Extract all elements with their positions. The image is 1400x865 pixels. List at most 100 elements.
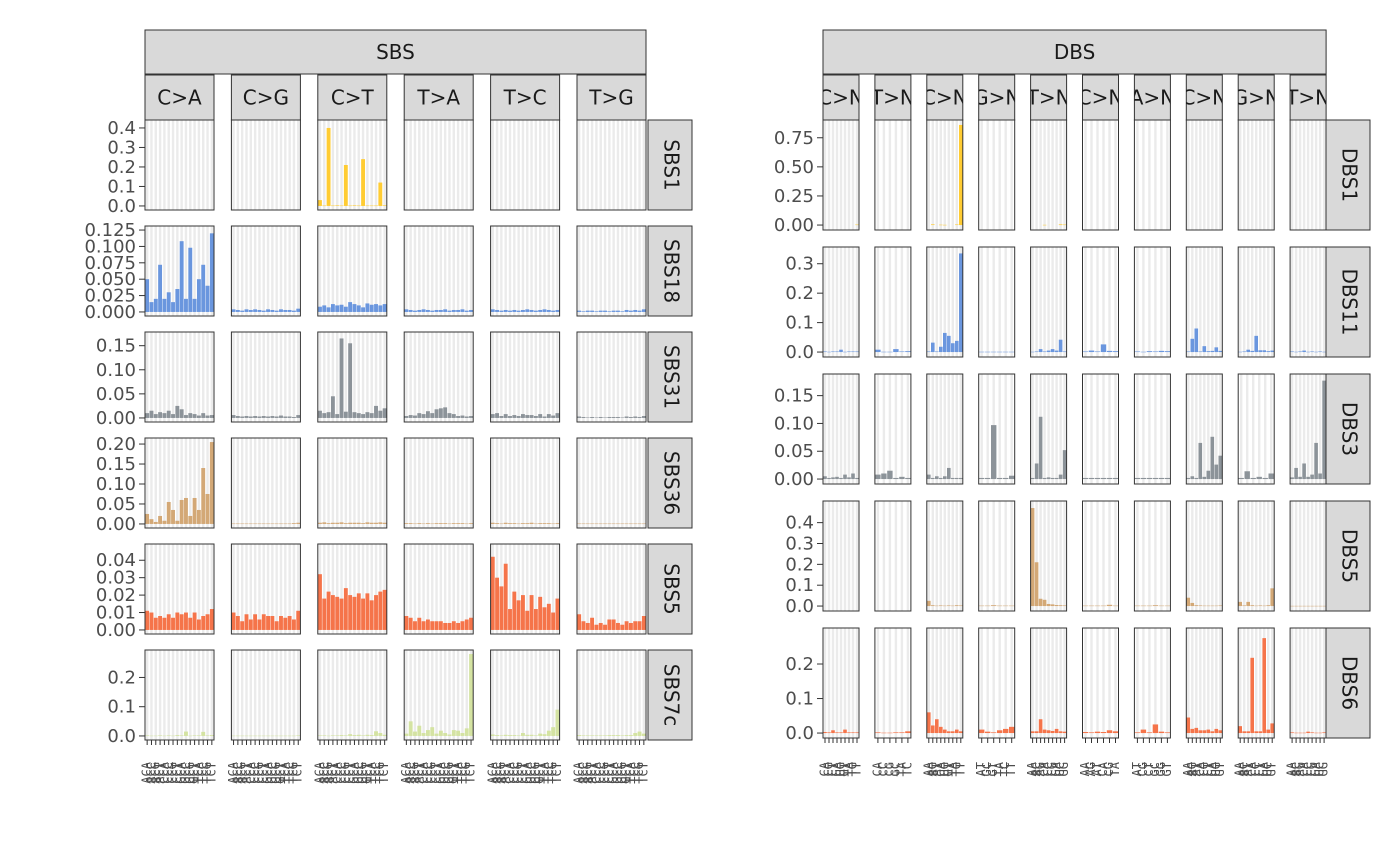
bar	[1164, 477, 1171, 480]
bar	[456, 730, 461, 736]
bar	[361, 307, 366, 312]
bar	[1100, 605, 1107, 607]
bar	[943, 605, 947, 607]
bar	[577, 416, 582, 418]
facet-panel	[874, 373, 912, 485]
bar	[330, 396, 335, 418]
bar	[330, 735, 335, 736]
x-tick-label: ACA	[312, 761, 326, 783]
bar	[451, 730, 456, 736]
bar	[1258, 605, 1262, 607]
bar	[171, 617, 175, 630]
bar	[1218, 730, 1223, 734]
x-tick-label: TCC	[628, 762, 642, 784]
y-tick-label: 0.00	[96, 408, 136, 429]
sbs-col-label: C>G	[243, 86, 289, 110]
x-tick-label: AA	[1025, 761, 1039, 776]
facet-panel	[1133, 500, 1171, 612]
bar	[261, 416, 266, 418]
bar	[1270, 588, 1274, 607]
x-tick-label: CG	[882, 762, 896, 776]
bar	[521, 595, 525, 630]
bar	[339, 338, 344, 418]
x-tick-label: GCA	[261, 761, 275, 783]
sbs-col-strip: C>T	[317, 74, 388, 121]
facet-panel	[1237, 373, 1275, 485]
bar	[1270, 723, 1274, 734]
bar	[443, 309, 448, 312]
dbs-col-label: G>N	[1233, 86, 1280, 110]
bar	[490, 556, 495, 630]
bar	[887, 732, 893, 734]
x-tick-label: GG	[937, 762, 951, 776]
sbs-col-label: T>C	[503, 86, 547, 110]
y-tick-label: 0.3	[785, 533, 814, 554]
bar	[490, 414, 495, 418]
bar	[162, 298, 167, 312]
bar	[244, 416, 249, 418]
sbs-row-label: SBS5	[660, 563, 684, 614]
bar	[175, 289, 180, 312]
bar	[192, 298, 197, 312]
y-tick-label: 0.00	[774, 469, 814, 490]
facet-panel	[317, 331, 388, 423]
x-tick-label: ACT	[239, 762, 253, 784]
bar	[943, 729, 947, 734]
bar	[533, 735, 538, 736]
bar	[171, 735, 175, 737]
bar	[490, 309, 495, 312]
bar	[434, 523, 439, 524]
facet-panel	[1185, 627, 1223, 739]
bar	[620, 735, 625, 736]
bar	[322, 735, 327, 736]
bar	[1042, 224, 1047, 226]
x-tick-label: TCC	[541, 762, 555, 784]
bar	[1250, 477, 1256, 480]
bar	[881, 732, 887, 734]
bar	[620, 417, 625, 418]
bar	[598, 523, 603, 525]
bar	[209, 442, 214, 524]
facet-panel	[1237, 500, 1275, 612]
facet-panel	[576, 119, 647, 211]
bar	[831, 730, 835, 734]
sbs-row-strip: SBS5	[647, 543, 693, 635]
bar	[843, 474, 847, 480]
x-tick-label: AT	[1189, 762, 1203, 776]
bar	[1194, 605, 1199, 607]
x-tick-label: ACT	[153, 762, 167, 784]
x-tick-label: GA	[1049, 761, 1063, 776]
bar	[490, 522, 495, 524]
facet-panel	[1185, 246, 1223, 358]
sbs-row-SBS7c: 0.0 0.1 0.2 SBS7c	[107, 649, 693, 747]
x-tick-label: TCA	[278, 761, 292, 783]
sbs-col-label: C>T	[331, 86, 375, 110]
bar	[1244, 471, 1250, 480]
bar	[1146, 477, 1153, 480]
bar	[343, 165, 348, 206]
bar	[469, 617, 473, 630]
x-tick-label: ACT	[585, 762, 599, 784]
bar	[201, 413, 206, 418]
y-tick-label: 0.125	[84, 220, 136, 241]
bar	[1310, 351, 1314, 353]
bar	[287, 735, 292, 737]
bar	[516, 523, 521, 525]
x-tick-label: AG	[1084, 762, 1098, 776]
bar	[374, 205, 378, 207]
facet-panel	[1185, 119, 1223, 231]
y-tick-label: 0.00	[96, 514, 136, 535]
bar	[261, 614, 266, 630]
bar	[451, 523, 456, 524]
facet-panel	[317, 119, 388, 211]
sbs-row-SBS31: 0.00 0.05 0.10 0.15 SBS31	[96, 331, 693, 429]
bar	[1030, 477, 1035, 480]
bar	[365, 593, 370, 630]
bar	[585, 417, 590, 418]
bar	[939, 726, 943, 734]
x-tick-label: AG	[1293, 762, 1307, 776]
bar	[1254, 335, 1258, 353]
bar	[179, 409, 184, 418]
bar	[339, 304, 344, 312]
